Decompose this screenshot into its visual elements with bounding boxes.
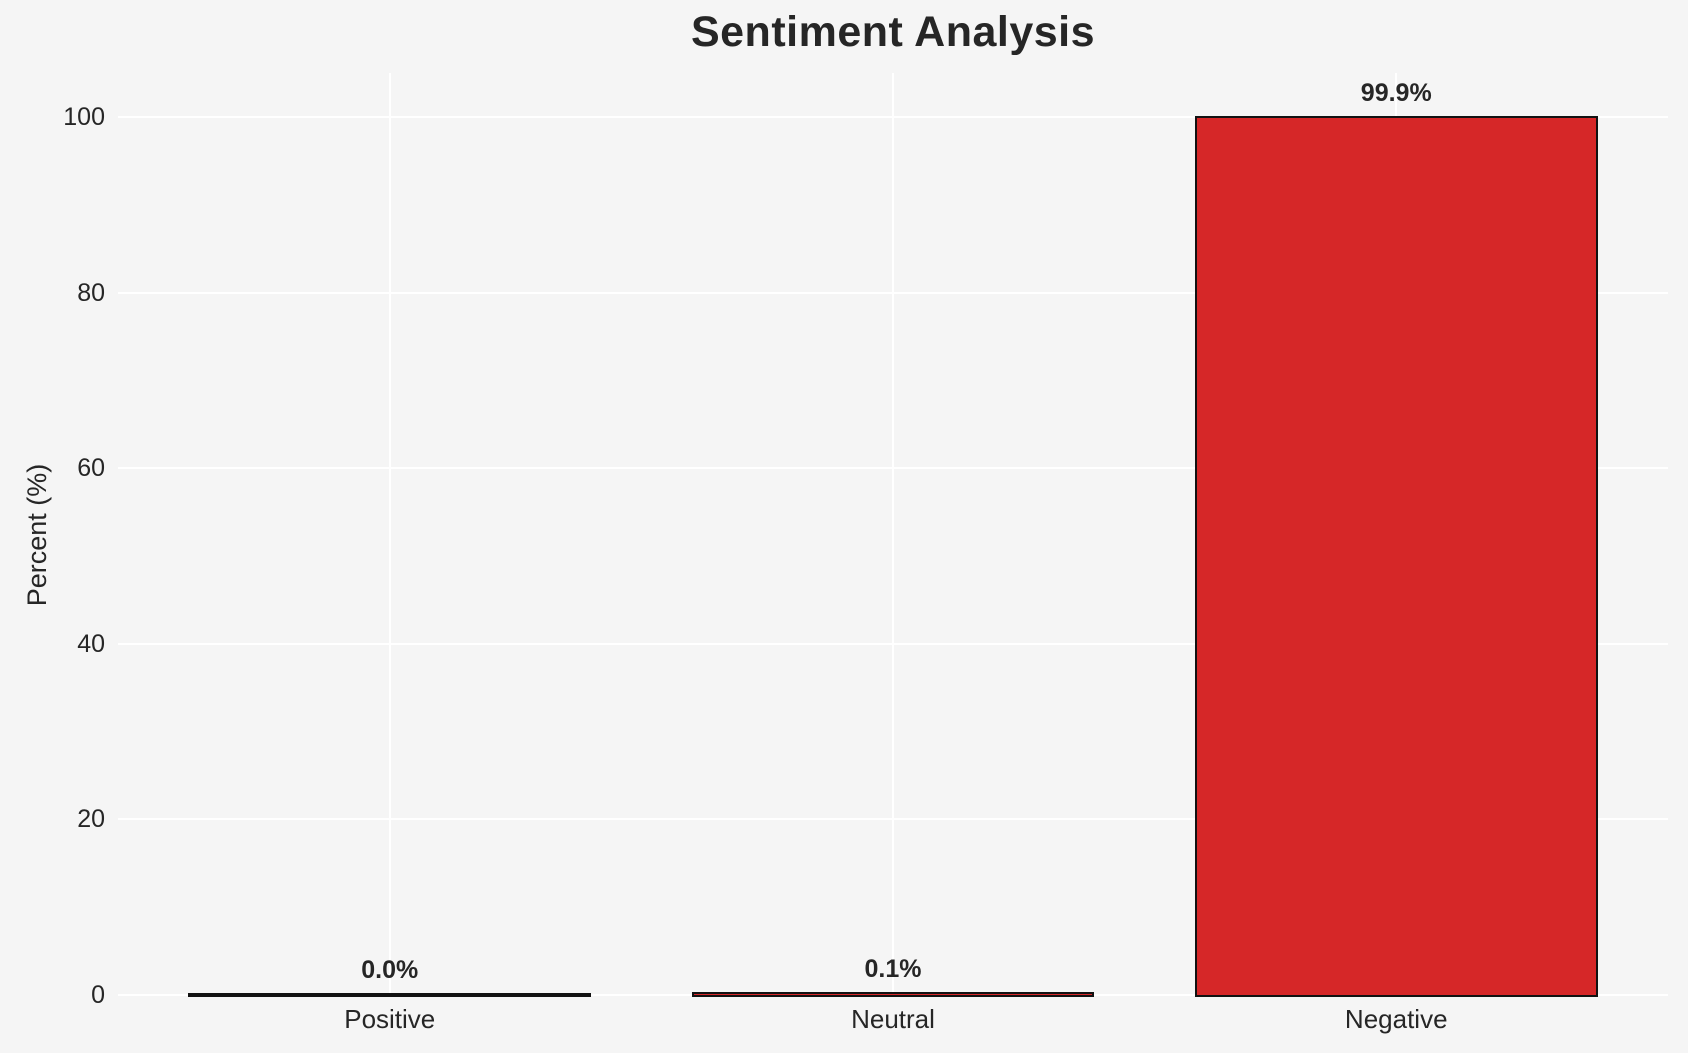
h-gridline bbox=[118, 818, 1668, 821]
chart-title: Sentiment Analysis bbox=[690, 8, 1096, 56]
x-tick-label-positive: Positive bbox=[344, 1004, 436, 1034]
plot-area: 0.0% 0.1% 99.9% bbox=[118, 73, 1668, 997]
bar-value-label: 0.1% bbox=[864, 955, 922, 984]
y-tick-label: 20 bbox=[77, 805, 105, 834]
bar-positive bbox=[188, 993, 592, 997]
bar-value-label: 0.0% bbox=[361, 956, 419, 984]
y-tick-label: 60 bbox=[77, 454, 105, 483]
h-gridline bbox=[118, 115, 1668, 118]
x-tick-label-negative: Negative bbox=[1344, 1004, 1448, 1034]
x-tick-label-neutral: Neutral bbox=[851, 1004, 935, 1034]
y-tick-label: 100 bbox=[63, 102, 105, 131]
y-tick-label: 80 bbox=[77, 278, 105, 307]
v-gridline bbox=[388, 73, 391, 995]
h-gridline bbox=[118, 642, 1668, 645]
y-tick-label: 40 bbox=[77, 629, 105, 658]
v-gridline bbox=[892, 73, 894, 995]
bar-neutral bbox=[691, 992, 1095, 997]
y-tick-label: 0 bbox=[91, 981, 105, 1009]
h-gridline bbox=[118, 467, 1668, 470]
bar-value-label: 99.9% bbox=[1360, 78, 1432, 107]
h-gridline bbox=[118, 291, 1668, 294]
bar-negative bbox=[1194, 115, 1598, 997]
